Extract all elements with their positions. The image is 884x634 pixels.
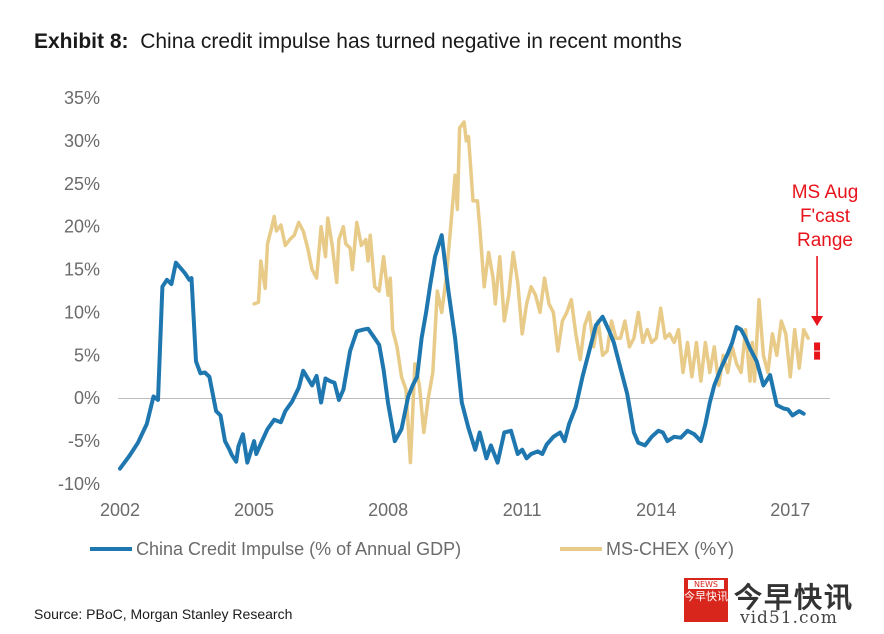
x-tick-label: 2002 — [100, 500, 140, 520]
annotation-arrow-head — [811, 316, 824, 326]
annotation-text: F'cast — [800, 206, 851, 227]
exhibit-title: China credit impulse has turned negative… — [140, 30, 682, 53]
watermark-cn-text: 今早快讯 — [734, 581, 855, 614]
watermark: NEWS 今早快讯 今早快讯 vid51.com — [684, 578, 880, 628]
annotation-text: MS Aug — [792, 182, 859, 203]
y-tick-label: 15% — [64, 260, 100, 280]
watermark-url: vid51.com — [740, 608, 838, 628]
legend: China Credit Impulse (% of Annual GDP) MS… — [90, 539, 734, 559]
watermark-news: NEWS — [688, 580, 724, 589]
forecast-annotation: MS Aug F'cast Range — [792, 182, 859, 360]
watermark-logo: NEWS 今早快讯 — [684, 578, 728, 622]
series-lines — [118, 120, 810, 471]
series-line-credit-impulse — [118, 233, 806, 471]
y-tick-label: 10% — [64, 302, 100, 322]
y-tick-label: 20% — [64, 217, 100, 237]
x-tick-label: 2017 — [770, 500, 810, 520]
x-axis: 2002 2005 2008 2011 2014 2017 — [100, 500, 810, 520]
chart-title: Exhibit 8: China credit impulse has turn… — [34, 30, 682, 54]
legend-label: China Credit Impulse (% of Annual GDP) — [136, 539, 461, 559]
y-axis: 35% 30% 25% 20% 15% 10% 5% 0% -5% -10% — [58, 88, 100, 494]
y-tick-label: -5% — [68, 431, 100, 451]
chart: 35%30%25%20%15%10%5%0%-5%-10% 2002 2005 20… — [58, 88, 859, 559]
x-tick-label: 2008 — [368, 500, 408, 520]
y-tick-label: -10% — [58, 474, 100, 494]
series-line-ms-chex — [252, 120, 810, 465]
legend-label: MS-CHEX (%Y) — [606, 539, 734, 559]
annotation-text: Range — [797, 230, 853, 251]
y-tick-label: 25% — [64, 174, 100, 194]
y-tick-label: 30% — [64, 131, 100, 151]
y-tick-label: 35% — [64, 88, 100, 108]
x-tick-label: 2005 — [234, 500, 274, 520]
watermark-box-text: 今早快讯 — [684, 590, 728, 603]
y-tick-label: 0% — [74, 388, 100, 408]
x-tick-label: 2011 — [503, 500, 542, 520]
y-tick-label: 5% — [74, 345, 100, 365]
source-note: Source: PBoC, Morgan Stanley Research — [34, 606, 293, 622]
x-tick-label: 2014 — [636, 500, 676, 520]
exhibit-label: Exhibit 8: — [34, 30, 129, 53]
